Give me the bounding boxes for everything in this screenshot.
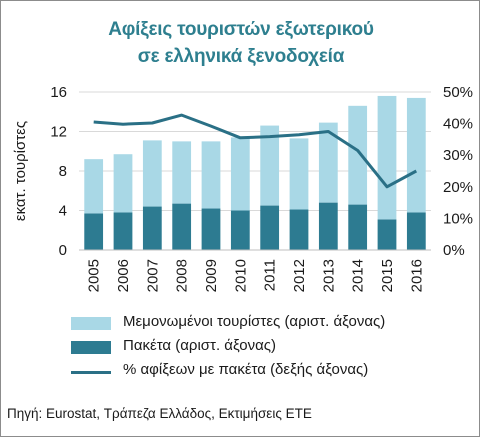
bar-individual <box>84 159 104 214</box>
x-tick-label: 2011 <box>262 259 279 291</box>
legend-swatch-packages <box>71 341 111 354</box>
x-tick-label: 2014 <box>350 259 367 292</box>
bar-packages <box>377 219 397 250</box>
y-tick-label: 8 <box>59 163 67 180</box>
y2-tick-label: 30% <box>443 147 473 164</box>
chart-title-line1: Αφίξεις τουριστών εξωτερικού <box>108 19 374 40</box>
legend-item-packages: Πακέτα (αριστ. άξονας) <box>71 337 471 361</box>
bar-individual <box>260 125 280 206</box>
bar-individual <box>348 105 368 205</box>
legend-label-individual: Μεμονωμένοι τουρίστες (αριστ. άξονας) <box>123 313 386 330</box>
bar-individual <box>406 97 426 213</box>
source-note: Πηγή: Eurostat, Τράπεζα Ελλάδος, Εκτιμήσ… <box>7 406 312 421</box>
bar-packages <box>172 203 192 250</box>
x-tick-label: 2016 <box>408 259 425 292</box>
axis-layer: 0 4 8 12 16 0% 10% 20% 30% 40% 50% εκατ. τουρίστες 2… <box>12 84 473 292</box>
y-tick-label: 4 <box>59 203 67 220</box>
y2-tick-label: 40% <box>443 116 473 133</box>
y2-tick-label: 0% <box>443 242 465 259</box>
bar-individual <box>201 141 221 209</box>
bar-packages <box>230 210 250 250</box>
chart-plot: 0 4 8 12 16 0% 10% 20% 30% 40% 50% εκατ. τουρίστες 2… <box>12 84 473 292</box>
x-tick-label: 2007 <box>144 259 161 292</box>
bar-individual <box>289 138 309 210</box>
bar-individual <box>230 137 250 211</box>
x-tick-label: 2010 <box>232 259 249 292</box>
bar-packages <box>318 202 338 250</box>
x-tick-label: 2006 <box>115 259 132 292</box>
y-tick-label: 12 <box>50 124 67 141</box>
bar-individual <box>142 140 162 207</box>
bar-individual <box>318 122 338 203</box>
y2-tick-label: 10% <box>443 210 473 227</box>
x-tick-label: 2012 <box>291 259 308 292</box>
bars-layer <box>84 95 426 250</box>
legend: Μεμονωμένοι τουρίστες (αριστ. άξονας) Πα… <box>71 313 471 385</box>
x-tick-label: 2005 <box>86 259 103 292</box>
legend-line-share <box>71 371 111 374</box>
line-layer <box>93 113 418 189</box>
bar-individual <box>377 95 397 220</box>
bar-packages <box>260 205 280 250</box>
bar-individual <box>113 154 133 213</box>
line-share-packages <box>93 113 418 189</box>
bar-packages <box>201 208 221 250</box>
y2-tick-label: 50% <box>443 84 473 101</box>
bar-individual <box>172 141 192 204</box>
bar-packages <box>84 213 104 250</box>
legend-item-share: % αφίξεων με πακέτα (δεξής άξονας) <box>71 361 471 385</box>
legend-label-share: % αφίξεων με πακέτα (δεξής άξονας) <box>123 361 369 378</box>
x-tick-label: 2013 <box>320 259 337 292</box>
bar-packages <box>142 206 162 250</box>
legend-swatch-individual <box>71 317 111 330</box>
chart-title-line2: σε ελληνικά ξενοδοχεία <box>137 46 345 67</box>
y-tick-label: 0 <box>59 242 67 259</box>
x-tick-label: 2009 <box>203 259 220 292</box>
bar-packages <box>406 212 426 250</box>
y-axis-title: εκατ. τουρίστες <box>12 121 29 221</box>
bar-packages <box>289 209 309 250</box>
legend-label-packages: Πακέτα (αριστ. άξονας) <box>123 337 277 354</box>
y-tick-label: 16 <box>50 84 67 101</box>
x-tick-label: 2015 <box>379 259 396 292</box>
x-tick-label: 2008 <box>174 259 191 292</box>
legend-item-individual: Μεμονωμένοι τουρίστες (αριστ. άξονας) <box>71 313 471 337</box>
bar-packages <box>348 204 368 250</box>
bar-packages <box>113 212 133 250</box>
y2-tick-label: 20% <box>443 179 473 196</box>
